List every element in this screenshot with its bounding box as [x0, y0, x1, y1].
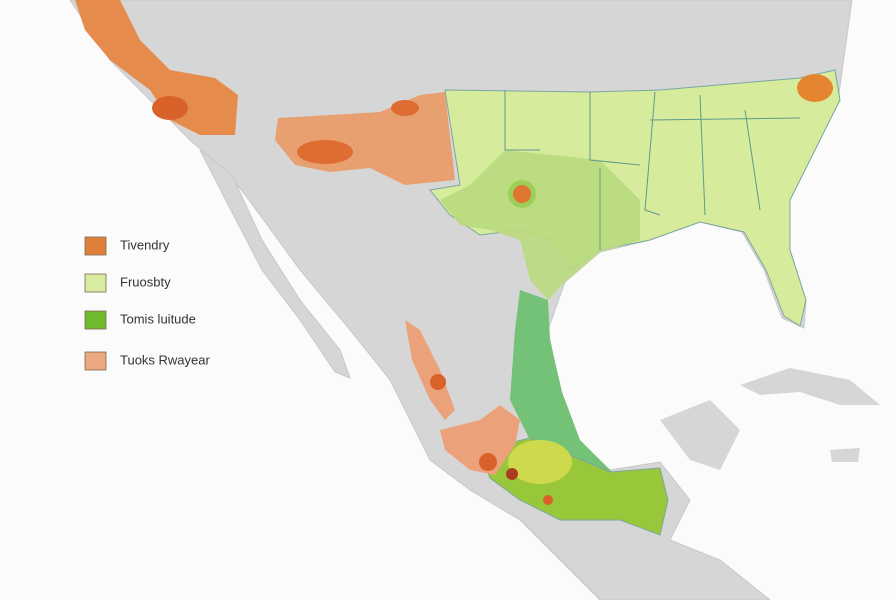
borders [504, 90, 801, 250]
region [75, 0, 238, 135]
land [830, 448, 860, 462]
legend: Tivendry Fruosbty Tomis luitude Tuoks Rwaye… [84, 236, 210, 371]
land [660, 400, 740, 470]
legend-swatch [84, 310, 107, 330]
legend-swatch [84, 273, 107, 293]
legend-label: Tuoks Rwayear [120, 352, 210, 367]
land [740, 368, 880, 405]
region [513, 185, 531, 203]
region [405, 320, 455, 420]
region [479, 453, 497, 471]
legend-label: Tivendry [120, 237, 170, 252]
region [152, 96, 188, 120]
legend-swatch [84, 351, 107, 371]
region [391, 100, 419, 116]
region [797, 74, 833, 102]
region [543, 495, 553, 505]
region [297, 140, 353, 164]
region [440, 150, 640, 300]
legend-swatch [84, 236, 107, 256]
legend-label: Fruosbty [120, 274, 171, 289]
region [430, 374, 446, 390]
region [510, 290, 620, 485]
region [508, 440, 572, 484]
region [506, 468, 518, 480]
legend-label: Tomis luitude [120, 311, 196, 326]
land [199, 149, 351, 379]
region [440, 405, 520, 475]
